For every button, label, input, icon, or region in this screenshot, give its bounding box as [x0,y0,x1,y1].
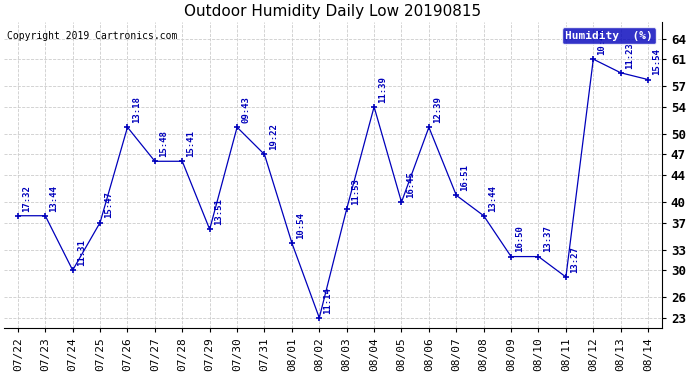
Text: 16:45: 16:45 [406,171,415,198]
Text: 16:50: 16:50 [515,225,524,252]
Text: 13:18: 13:18 [132,96,141,123]
Text: 10:54: 10:54 [296,212,305,239]
Text: 11:14: 11:14 [324,287,333,314]
Title: Outdoor Humidity Daily Low 20190815: Outdoor Humidity Daily Low 20190815 [184,4,482,19]
Text: 11:23: 11:23 [625,42,634,69]
Text: 17:32: 17:32 [22,185,31,211]
Text: 15:54: 15:54 [652,48,661,75]
Text: 11:53: 11:53 [351,178,360,205]
Text: Copyright 2019 Cartronics.com: Copyright 2019 Cartronics.com [8,31,178,41]
Text: 16:51: 16:51 [460,164,469,191]
Text: 09:43: 09:43 [241,96,250,123]
Text: 13:44: 13:44 [50,185,59,211]
Text: 15:41: 15:41 [186,130,195,157]
Text: 15:48: 15:48 [159,130,168,157]
Text: 12:39: 12:39 [433,96,442,123]
Text: 11:39: 11:39 [378,76,387,103]
Text: 19:22: 19:22 [268,123,277,150]
Text: 15:47: 15:47 [104,192,113,218]
Text: 10:44: 10:44 [598,28,607,55]
Text: 11:31: 11:31 [77,239,86,266]
Text: 13:37: 13:37 [542,225,552,252]
Text: 13:27: 13:27 [570,246,579,273]
Text: 13:51: 13:51 [214,198,223,225]
Text: 13:44: 13:44 [488,185,497,211]
Legend: Humidity  (%): Humidity (%) [562,27,656,44]
